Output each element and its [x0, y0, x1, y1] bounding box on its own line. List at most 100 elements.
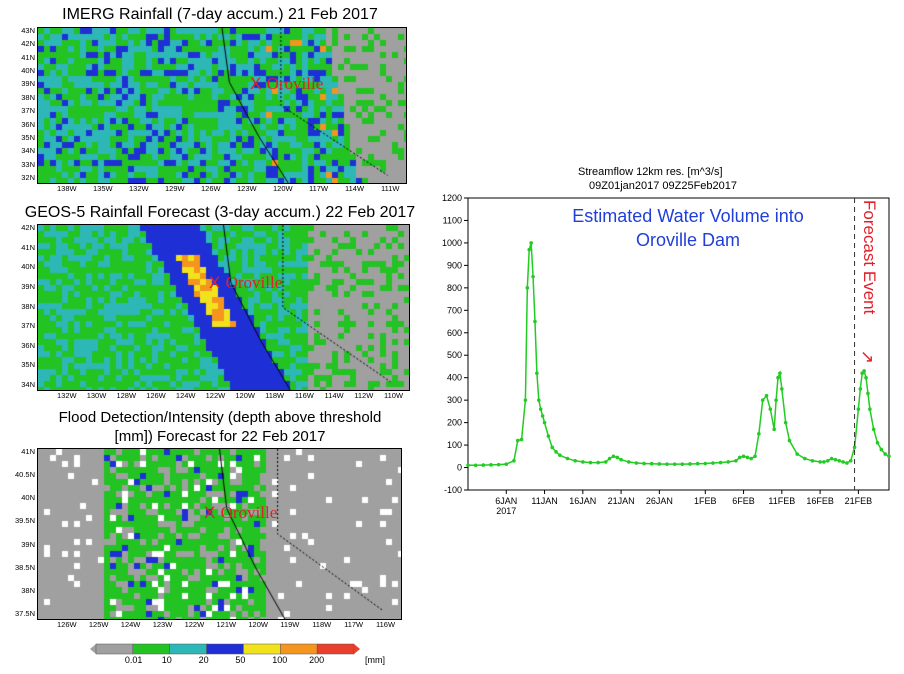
- lon-tick-label: 123W: [152, 620, 173, 629]
- streamflow-point: [538, 407, 543, 411]
- lat-tick-label: 41N: [21, 242, 35, 252]
- y-tick-label: 200: [447, 418, 462, 428]
- lon-tick-label: 116W: [376, 620, 396, 629]
- streamflow-point: [634, 461, 639, 465]
- streamflow-point: [741, 454, 746, 459]
- lat-tick-label: 38N: [21, 301, 35, 311]
- streamflow-point: [540, 414, 545, 418]
- map2-marker-x: X: [209, 273, 221, 292]
- streamflow-point: [504, 462, 509, 466]
- map3-title-line1: Flood Detection/Intensity (depth above t…: [58, 409, 382, 426]
- streamflow-point: [542, 420, 547, 425]
- streamflow-point: [672, 462, 677, 466]
- streamflow-point: [657, 462, 662, 466]
- lon-tick-label: 120W: [273, 184, 293, 193]
- streamflow-point: [489, 463, 493, 467]
- streamflow-point: [596, 460, 600, 465]
- colorbar-label: 20: [198, 655, 209, 665]
- map2-geos5-forecast: [37, 224, 410, 391]
- lat-tick-label: 34N: [21, 380, 35, 389]
- streamflow-point: [858, 387, 863, 391]
- colorbar-label: 200: [309, 655, 325, 665]
- lat-tick-label: 42N: [21, 223, 35, 232]
- colorbar-label: 100: [272, 655, 288, 665]
- x-tick-label: 11JAN: [531, 496, 557, 506]
- lat-tick-label: 36N: [21, 119, 35, 129]
- streamflow-point: [711, 461, 715, 465]
- chart-title: Streamflow 12km res. [m^3/s]: [578, 166, 723, 178]
- lon-tick-label: 117W: [344, 620, 364, 629]
- lat-tick-label: 36N: [21, 340, 35, 350]
- streamflow-point: [588, 460, 593, 465]
- streamflow-point: [776, 375, 780, 380]
- streamflow-point: [864, 375, 868, 380]
- lat-tick-label: 37N: [21, 321, 35, 331]
- lon-tick-label: 111W: [381, 184, 400, 193]
- lon-tick-label: 128W: [116, 391, 137, 400]
- streamflow-point: [550, 445, 554, 450]
- colorbar-segment: [169, 643, 207, 655]
- streamflow-point: [780, 387, 784, 391]
- x-tick-label: 11FEB: [768, 496, 795, 506]
- streamflow-point: [581, 460, 585, 464]
- lon-tick-label: 126W: [146, 391, 166, 400]
- lat-tick-label: 33N: [21, 159, 35, 169]
- streamflow-point: [525, 286, 530, 290]
- lat-tick-label: 40N: [21, 66, 35, 76]
- x-tick-label: 1FEB: [694, 496, 717, 506]
- colorbar-segment: [243, 643, 281, 655]
- map2-marker-label: Oroville: [225, 273, 283, 292]
- map2-oroville-marker: X Oroville: [209, 273, 282, 293]
- lon-tick-label: 116W: [294, 391, 314, 400]
- lon-tick-label: 125W: [88, 620, 109, 629]
- plot-area: [467, 197, 890, 491]
- streamflow-point: [760, 398, 765, 402]
- y-tick-label: 300: [447, 395, 462, 405]
- lat-tick-label: 41N: [21, 447, 35, 456]
- lat-tick-label: 43N: [21, 26, 35, 35]
- lat-tick-label: 40.5N: [14, 470, 35, 480]
- streamflow-point: [783, 420, 788, 425]
- lon-tick-label: 126W: [57, 620, 77, 629]
- streamflow-point: [774, 398, 778, 402]
- chart-subtitle: 09Z01jan2017 09Z25Feb2017: [589, 180, 738, 192]
- y-tick-label: 600: [447, 328, 462, 338]
- lon-tick-label: 135W: [93, 184, 113, 193]
- lon-tick-label: 119W: [280, 620, 300, 629]
- streamflow-point: [803, 456, 807, 461]
- lon-tick-label: 120W: [235, 391, 255, 400]
- lon-tick-label: 132W: [129, 184, 149, 193]
- streamflow-point: [607, 456, 612, 461]
- x-tick-sublabel: 2017: [496, 506, 516, 516]
- y-tick-label: 1100: [443, 215, 462, 225]
- streamflow-point: [515, 438, 520, 443]
- streamflow-point: [573, 459, 577, 463]
- lat-tick-label: 40N: [21, 493, 35, 503]
- x-tick-label: 26JAN: [646, 496, 673, 506]
- streamflow-point: [537, 398, 541, 402]
- streamflow-point: [772, 427, 776, 432]
- streamflow-point: [527, 247, 532, 252]
- streamflow-point: [649, 461, 654, 466]
- streamflow-point: [745, 455, 750, 460]
- streamflow-point: [531, 274, 535, 279]
- colorbar-over-arrow: [354, 644, 360, 654]
- streamflow-point: [768, 407, 773, 411]
- streamflow-point: [764, 393, 769, 398]
- streamflow-point: [512, 459, 516, 463]
- streamflow-point: [787, 438, 792, 443]
- streamflow-point: [825, 459, 830, 463]
- lon-tick-label: 138W: [57, 184, 77, 193]
- lat-tick-label: 37N: [21, 106, 35, 116]
- colorbar-segment: [280, 643, 318, 655]
- streamflow-point: [529, 241, 533, 245]
- lat-tick-label: 34N: [21, 146, 35, 156]
- lon-tick-label: 130W: [86, 391, 107, 400]
- streamflow-point: [879, 447, 884, 452]
- y-tick-label: 800: [447, 283, 462, 293]
- lat-tick-label: 32N: [21, 173, 35, 182]
- streamflow-point: [688, 462, 692, 466]
- streamflow-point: [795, 452, 799, 456]
- lat-tick-label: 38.5N: [14, 562, 35, 572]
- y-tick-label: 1000: [442, 238, 462, 248]
